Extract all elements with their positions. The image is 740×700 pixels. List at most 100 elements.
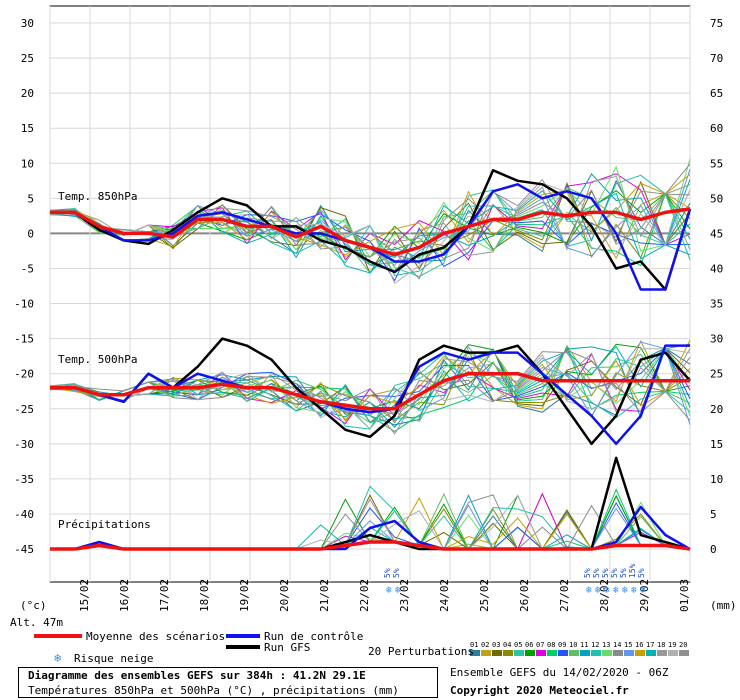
right-tick-label: 20 (710, 403, 723, 416)
snowflake-icon: ❄ (386, 585, 393, 596)
snow-risk-label: 5% (583, 568, 592, 578)
snow-risk-label: 5% (592, 568, 601, 578)
mean-series-line (50, 371, 690, 411)
legend-perturbations-label: 20 Perturbations (368, 645, 474, 658)
perturbation-swatch (591, 650, 601, 656)
snow-risk-label: 15% (628, 563, 637, 578)
perturbation-swatch (569, 650, 579, 656)
footer-title: Diagramme des ensembles GEFS sur 384h : … (28, 669, 366, 682)
date-tick-label: 25/02 (478, 579, 491, 612)
perturbation-number: 14 (613, 641, 621, 649)
legend-control-label: Run de contrôle (264, 630, 364, 643)
perturbation-swatch (503, 650, 513, 656)
perturbation-number: 03 (492, 641, 500, 649)
snowflake-icon: ❄ (613, 585, 620, 596)
perturbation-swatch (580, 650, 590, 656)
snow-risk-label: 5% (637, 568, 646, 578)
perturbation-swatch (547, 650, 557, 656)
date-tick-label: 24/02 (438, 579, 451, 612)
snowflake-icon: ❄ (586, 585, 593, 596)
right-tick-label: 40 (710, 262, 723, 275)
panel-title: Précipitations (58, 518, 151, 531)
perturbation-swatch (635, 650, 645, 656)
mean-series-line (50, 540, 691, 551)
left-tick-label: 10 (21, 157, 34, 170)
perturbation-number: 12 (591, 641, 599, 649)
left-tick-label: -45 (14, 543, 34, 556)
snow-risk-label: 5% (610, 568, 619, 578)
right-tick-label: 65 (710, 87, 723, 100)
right-tick-label: 75 (710, 17, 723, 30)
left-tick-label: 20 (21, 87, 34, 100)
perturbation-line (49, 348, 691, 430)
perturbation-line (49, 339, 691, 421)
date-tick-label: 16/02 (118, 579, 131, 612)
right-tick-label: 70 (710, 52, 723, 65)
left-tick-label: -10 (14, 298, 34, 311)
left-tick-label: -30 (14, 438, 34, 451)
right-tick-label: 50 (710, 192, 723, 205)
perturbation-number: 08 (547, 641, 555, 649)
snow-risk-label: 5% (392, 568, 401, 578)
altitude-label: Alt. 47m (10, 616, 63, 629)
perturbation-number: 09 (558, 641, 566, 649)
snowflake-icon: ❄ (622, 585, 629, 596)
snowflake-icon: ❄ (595, 585, 602, 596)
left-tick-label: -25 (14, 403, 34, 416)
perturbation-swatch (668, 650, 678, 656)
footer-box (18, 667, 438, 698)
right-tick-label: 45 (710, 227, 723, 240)
left-tick-label: -35 (14, 473, 34, 486)
perturbation-line (49, 169, 691, 271)
perturbation-line (49, 182, 691, 285)
snow-risk-label: 5% (383, 568, 392, 578)
perturbation-number: 16 (635, 641, 643, 649)
date-tick-label: 19/02 (238, 579, 251, 612)
left-tick-label: -15 (14, 333, 34, 346)
right-tick-label: 10 (710, 473, 723, 486)
left-tick-label: 0 (27, 227, 34, 240)
date-tick-label: 18/02 (198, 579, 211, 612)
right-tick-label: 5 (710, 508, 717, 521)
mean-series-line (50, 207, 691, 257)
right-tick-label: 15 (710, 438, 723, 451)
snowflake-icon: ❄ (395, 585, 402, 596)
perturbation-number: 11 (580, 641, 588, 649)
date-tick-label: 20/02 (278, 579, 291, 612)
snow-risk-label: 5% (601, 568, 610, 578)
perturbation-swatch (492, 650, 502, 656)
right-tick-label: 0 (710, 543, 717, 556)
date-tick-label: 27/02 (558, 579, 571, 612)
legend-gfs-label: Run GFS (264, 641, 311, 654)
left-tick-label: -20 (14, 368, 34, 381)
perturbation-swatch (514, 650, 524, 656)
right-tick-label: 25 (710, 368, 723, 381)
perturbation-swatch (558, 650, 568, 656)
right-tick-label: 30 (710, 333, 723, 346)
left-axis-unit: (°c) (20, 599, 47, 612)
perturbation-number: 18 (657, 641, 665, 649)
perturbation-number: 13 (602, 641, 610, 649)
date-tick-label: 01/03 (678, 579, 691, 612)
snowflake-icon: ❄ (604, 585, 611, 596)
date-tick-label: 26/02 (518, 579, 531, 612)
left-tick-label: 30 (21, 17, 34, 30)
perturbation-number: 05 (514, 641, 522, 649)
snowflake-icon: ❄ (640, 585, 647, 596)
right-tick-label: 55 (710, 157, 723, 170)
snow-risk-label: 5% (619, 568, 628, 578)
perturbation-swatch (470, 650, 480, 656)
snowflake-icon: ❄ (54, 651, 61, 665)
left-tick-label: 25 (21, 52, 34, 65)
perturbation-line (49, 343, 691, 423)
left-tick-label: 15 (21, 122, 34, 135)
date-tick-label: 28/02 (598, 579, 611, 612)
left-tick-label: -40 (14, 508, 34, 521)
left-tick-label: 5 (27, 192, 34, 205)
perturbation-number: 01 (470, 641, 478, 649)
date-tick-label: 22/02 (358, 579, 371, 612)
footer-copyright: Copyright 2020 Meteociel.fr (450, 684, 629, 697)
perturbation-swatch (613, 650, 623, 656)
perturbation-swatch (646, 650, 656, 656)
